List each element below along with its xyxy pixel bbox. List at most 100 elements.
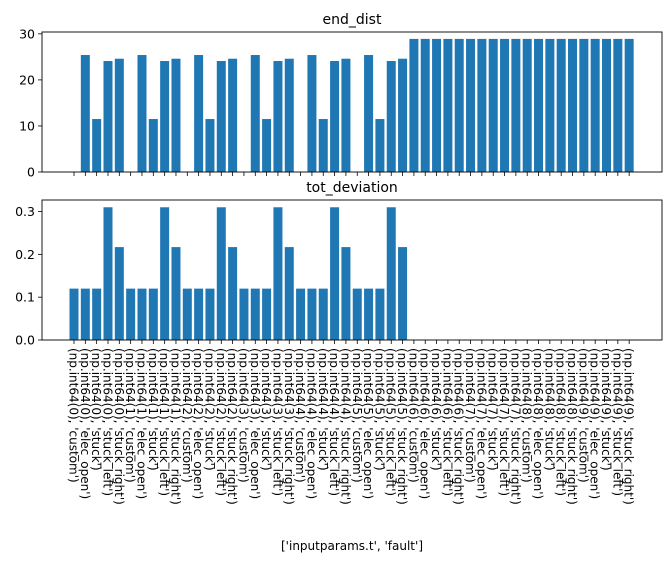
bar <box>114 247 124 340</box>
bar <box>92 119 102 172</box>
bar <box>205 288 215 340</box>
bar <box>443 38 453 172</box>
bar <box>160 207 170 340</box>
bar <box>148 288 158 340</box>
x-tick-label: (np.int64(8), 'elec_open') <box>531 348 545 499</box>
y-tick-label: 0.0 <box>15 333 35 348</box>
x-tick-label: (np.int64(2), 'elec_open') <box>191 348 205 499</box>
bar <box>409 38 419 172</box>
bar <box>341 247 351 340</box>
x-tick-label: (np.int64(4), 'custom') <box>293 348 307 483</box>
x-tick-label: (np.int64(7), 'custom') <box>463 348 477 483</box>
x-tick-label: (np.int64(4), 'elec_open') <box>304 348 318 499</box>
bar <box>352 288 362 340</box>
x-tick-label: (np.int64(9), 'elec_open') <box>588 348 602 499</box>
x-tick-label: (np.int64(2), 'stuck_right') <box>225 348 239 505</box>
bar <box>318 119 328 172</box>
bar <box>228 247 238 340</box>
bar <box>375 288 385 340</box>
x-tick-label: (np.int64(6), 'elec_open') <box>418 348 432 499</box>
y-tick-label: 0.2 <box>15 247 35 262</box>
bar <box>216 207 226 340</box>
bar <box>296 288 306 340</box>
bar <box>80 55 90 172</box>
bar <box>307 288 317 340</box>
bar <box>148 119 158 172</box>
x-tick-label: (np.int64(5), 'custom') <box>350 348 364 483</box>
bar <box>398 247 408 340</box>
x-tick-label: (np.int64(0), 'stuck') <box>89 348 103 471</box>
x-axis-label: ['inputparams.t', 'fault'] <box>281 539 423 553</box>
x-tick-label: (np.int64(3), 'custom') <box>236 348 250 483</box>
bar <box>545 38 555 172</box>
bar <box>273 61 283 173</box>
x-tick-label: (np.int64(2), 'custom') <box>180 348 194 483</box>
y-tick-label: 10 <box>19 118 35 133</box>
x-tick-label: (np.int64(4), 'stuck') <box>316 348 330 471</box>
bar <box>454 38 464 172</box>
x-tick-label: (np.int64(7), 'stuck') <box>486 348 500 471</box>
bar <box>250 55 260 172</box>
bar <box>92 288 102 340</box>
bar <box>511 38 521 172</box>
bar <box>126 288 136 340</box>
x-tick-label: (np.int64(0), 'stuck_right') <box>112 348 126 505</box>
bar <box>103 207 113 340</box>
bar <box>364 55 374 172</box>
bar <box>103 61 113 173</box>
x-tick-label: (np.int64(3), 'stuck') <box>259 348 273 471</box>
bar <box>420 38 430 172</box>
bar <box>534 38 544 172</box>
bar <box>284 247 294 340</box>
bar <box>228 58 238 172</box>
bar <box>80 288 90 340</box>
x-tick-label: (np.int64(1), 'stuck_right') <box>168 348 182 505</box>
x-tick-label: (np.int64(5), 'elec_open') <box>361 348 375 499</box>
y-tick-label: 0.1 <box>15 290 35 305</box>
bar <box>624 38 634 172</box>
x-tick-label: (np.int64(9), 'stuck_right') <box>622 348 636 505</box>
bar <box>522 38 532 172</box>
x-tick-label: (np.int64(9), 'custom') <box>576 348 590 483</box>
bar <box>205 119 215 172</box>
x-tick-label: (np.int64(7), 'stuck_right') <box>508 348 522 505</box>
bar <box>182 288 192 340</box>
x-tick-label: (np.int64(6), 'stuck_left') <box>440 348 454 496</box>
bar <box>398 58 408 172</box>
x-tick-label: (np.int64(3), 'elec_open') <box>248 348 262 499</box>
x-tick-label: (np.int64(6), 'stuck') <box>429 348 443 471</box>
y-tick-label: 0.3 <box>15 204 35 219</box>
x-tick-label: (np.int64(8), 'stuck_left') <box>554 348 568 496</box>
x-tick-label: (np.int64(6), 'custom') <box>406 348 420 483</box>
bar <box>262 288 272 340</box>
bar <box>171 58 181 172</box>
x-tick-label: (np.int64(2), 'stuck_left') <box>214 348 228 496</box>
axes-frame <box>41 199 663 341</box>
bar <box>171 247 181 340</box>
x-tick-label: (np.int64(5), 'stuck') <box>372 348 386 471</box>
chart-title-tot-deviation: tot_deviation <box>306 180 398 196</box>
bar <box>284 58 294 172</box>
bar <box>341 58 351 172</box>
bar <box>386 61 396 173</box>
bar <box>137 288 147 340</box>
bar <box>375 119 385 172</box>
x-tick-label: (np.int64(5), 'stuck_left') <box>384 348 398 496</box>
x-tick-label: (np.int64(0), 'custom') <box>67 348 81 483</box>
x-tick-label: (np.int64(1), 'stuck_left') <box>157 348 171 496</box>
x-tick-label: (np.int64(8), 'stuck_right') <box>565 348 579 505</box>
x-tick-label: (np.int64(7), 'elec_open') <box>474 348 488 499</box>
bar <box>273 207 283 340</box>
x-tick-label: (np.int64(1), 'elec_open') <box>134 348 148 499</box>
x-tick-label: (np.int64(1), 'stuck') <box>146 348 160 471</box>
bar <box>568 38 578 172</box>
bar <box>69 288 79 340</box>
bar <box>160 61 170 173</box>
x-tick-label: (np.int64(3), 'stuck_left') <box>270 348 284 496</box>
x-tick-label: (np.int64(3), 'stuck_right') <box>282 348 296 505</box>
bar <box>194 55 204 172</box>
axes-frame <box>41 31 663 173</box>
bar <box>500 38 510 172</box>
x-tick-label: (np.int64(9), 'stuck') <box>599 348 613 471</box>
